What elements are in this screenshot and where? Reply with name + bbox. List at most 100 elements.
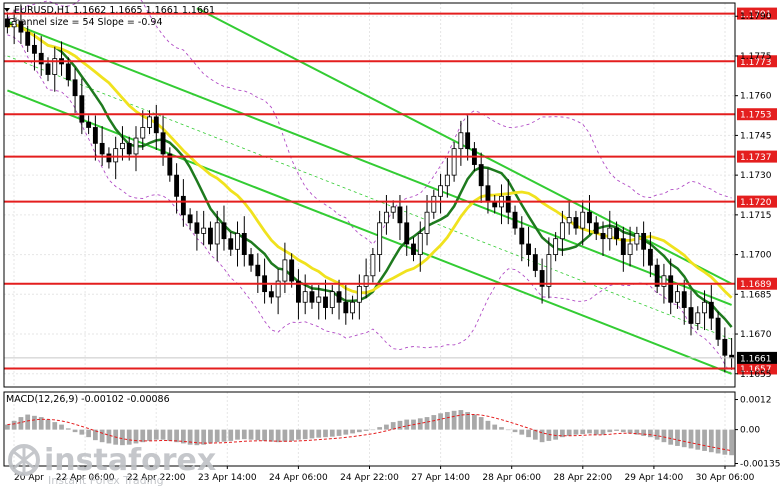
- macd-bar: [174, 429, 179, 443]
- macd-bar: [282, 429, 288, 442]
- candle-body: [187, 214, 193, 224]
- level-tag: [737, 150, 777, 163]
- candle-body: [167, 153, 173, 176]
- macd-bar: [336, 429, 342, 436]
- macd-bar: [72, 429, 78, 433]
- price-tick-label: 1.1730: [740, 171, 772, 181]
- candle-body: [634, 232, 640, 245]
- macd-bar: [587, 429, 592, 434]
- macd-bar: [566, 429, 572, 436]
- levels: 1.17911.17731.17531.17371.17201.16891.16…: [4, 7, 777, 375]
- channel-line: [7, 89, 732, 375]
- macd-bar: [580, 429, 586, 435]
- bollinger-lower: [7, 34, 732, 375]
- candle-body: [323, 296, 328, 308]
- candle-body: [126, 142, 132, 155]
- macd-bar: [302, 429, 308, 440]
- price-tick-label: 1.1700: [740, 251, 772, 261]
- macd-bar: [296, 429, 301, 440]
- candle-body: [106, 153, 112, 163]
- macd-bar: [201, 429, 207, 445]
- candle-body: [316, 296, 322, 303]
- macd-bar: [478, 417, 484, 430]
- macd-bar: [438, 413, 443, 430]
- candlesticks: [4, 4, 735, 373]
- candle-body: [336, 291, 342, 303]
- candle-body: [255, 264, 261, 277]
- candle-body: [647, 248, 653, 266]
- candle-body: [566, 217, 572, 224]
- macd-bar: [160, 429, 166, 440]
- macd-bar: [702, 429, 707, 451]
- candle-body: [377, 222, 383, 255]
- macd-bar: [526, 429, 531, 438]
- candle-body: [363, 275, 369, 287]
- macd-bar: [363, 429, 369, 431]
- macd-bar: [221, 429, 227, 442]
- macd-bar: [316, 429, 322, 438]
- chart-title: EURUSD,H1 1.1662 1.1665 1.1661 1.1661: [14, 5, 215, 16]
- price-tick-label: 1.1760: [740, 92, 772, 102]
- candle-body: [695, 312, 701, 324]
- macd-bar: [451, 410, 457, 430]
- macd-bar: [180, 429, 186, 444]
- macd-bar: [248, 429, 254, 440]
- macd-bar: [79, 429, 85, 435]
- macd-bar: [715, 429, 721, 454]
- macd-tick-label: 0.00: [740, 426, 760, 436]
- time-axis: 20 Apr 22 Apr 06:00 22 Apr 22:00 23 Apr 14:…: [13, 466, 755, 483]
- candle-body: [600, 232, 606, 240]
- macd-axis: 0.0012 0.00 -0.00135: [735, 396, 780, 469]
- candle-body: [18, 21, 24, 33]
- candle-body: [350, 301, 356, 314]
- candle-body: [532, 254, 538, 271]
- macd-bar: [343, 429, 349, 435]
- candle-body: [72, 79, 78, 97]
- macd-bar: [52, 422, 58, 430]
- candle-body: [248, 254, 254, 266]
- macd-bar: [262, 429, 267, 441]
- macd-bar: [722, 429, 728, 455]
- candle-body: [289, 259, 295, 282]
- macd-bar: [499, 427, 504, 430]
- level-tag: [737, 195, 777, 208]
- macd-bar: [654, 429, 660, 440]
- candle-body: [99, 142, 105, 155]
- macd-bar: [397, 420, 403, 430]
- candle-body: [722, 338, 728, 356]
- time-tick-label: 28 Apr 06:00: [482, 473, 541, 483]
- candle-body: [451, 148, 457, 176]
- collapse-triangle-icon[interactable]: [4, 8, 10, 12]
- macd-bar: [140, 429, 146, 443]
- macd-bar: [38, 417, 44, 430]
- candle-body: [593, 222, 599, 234]
- macd-bar: [444, 412, 450, 430]
- macd-bar: [465, 412, 471, 430]
- candle-body: [512, 211, 518, 229]
- macd-bar: [614, 429, 619, 431]
- candle-body: [120, 142, 125, 150]
- macd-bar: [323, 429, 328, 438]
- candle-body: [370, 254, 376, 277]
- macd-bar: [268, 429, 274, 442]
- macd-bar: [147, 429, 152, 441]
- macd-bar: [228, 429, 234, 441]
- level-tag: [737, 362, 777, 375]
- macd-bar: [708, 429, 714, 453]
- candle-body: [4, 18, 10, 28]
- candle-body: [302, 291, 308, 303]
- channel-line: [7, 20, 732, 306]
- macd-bar: [648, 429, 653, 438]
- macd-bar: [431, 415, 437, 430]
- time-tick-label: 27 Apr 14:00: [411, 473, 470, 483]
- macd-bar: [553, 429, 559, 440]
- candle-body: [411, 243, 416, 255]
- candle-body: [140, 127, 146, 139]
- instaforex-logo-mark: [13, 446, 35, 474]
- level-label: 1.1791: [740, 10, 772, 20]
- macd-bar: [620, 429, 626, 433]
- macd-signal: [7, 414, 732, 452]
- macd-bar: [675, 429, 680, 446]
- macd-bar: [32, 415, 37, 430]
- macd-bar: [417, 418, 423, 430]
